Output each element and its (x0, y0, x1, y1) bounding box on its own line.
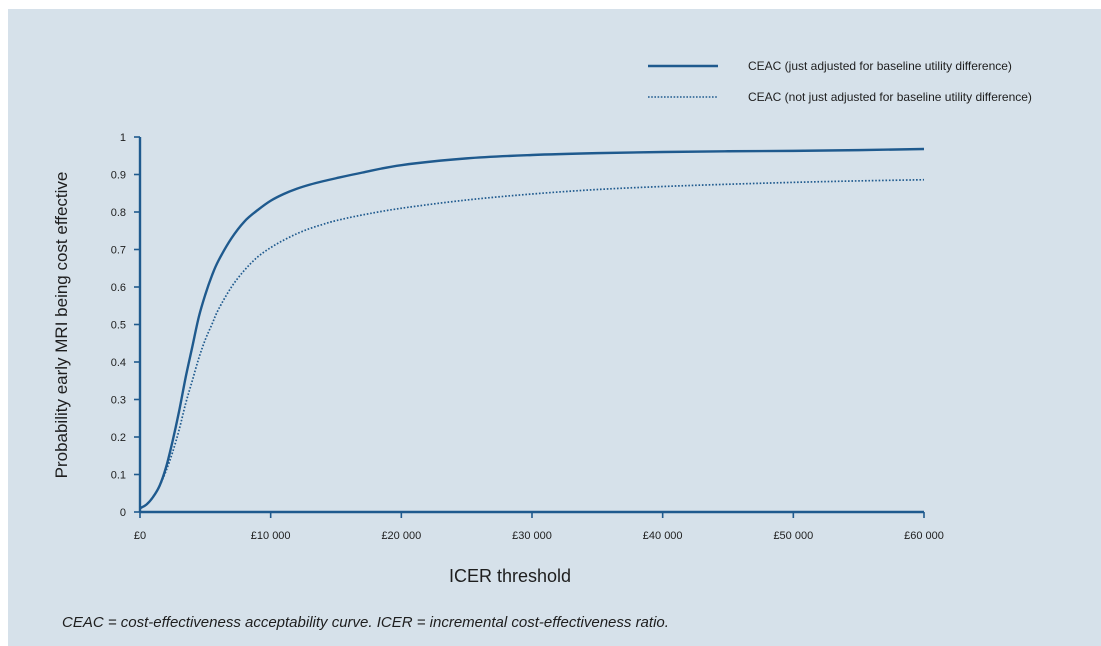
x-tick-label: £30 000 (512, 530, 552, 542)
y-tick-label: 0.7 (111, 245, 126, 257)
x-tick-label: £10 000 (251, 530, 291, 542)
axes (138, 137, 924, 514)
legend-item-series-2: CEAC (not just adjusted for baseline uti… (648, 90, 1032, 104)
legend-item-series-1: CEAC (just adjusted for baseline utility… (648, 59, 1012, 73)
x-tick-label: £20 000 (381, 530, 421, 542)
y-axis-label: Probability early MRI being cost effecti… (52, 172, 71, 479)
x-tick-label: £0 (134, 530, 146, 542)
y-ticks: 0 0.1 0.2 0.3 0.4 0.5 0.6 0.7 0.8 0.9 1 (111, 132, 140, 519)
figure-panel (8, 9, 1101, 646)
y-tick-label: 0.1 (111, 470, 126, 482)
y-tick-label: 1 (120, 132, 126, 144)
footnote: CEAC = cost-effectiveness acceptability … (62, 614, 669, 631)
y-tick-label: 0 (120, 507, 126, 519)
series-line-just-adjusted (139, 147, 925, 510)
y-tick-label: 0.6 (111, 282, 126, 294)
x-tick-label: £60 000 (904, 530, 944, 542)
x-tick-label: £40 000 (643, 530, 683, 542)
y-tick-label: 0.2 (111, 432, 126, 444)
legend-label-series-2: CEAC (not just adjusted for baseline uti… (748, 90, 1032, 104)
series-line-not-just-adjusted (139, 178, 925, 510)
legend: CEAC (just adjusted for baseline utility… (648, 59, 1032, 104)
y-tick-label: 0.3 (111, 395, 126, 407)
y-tick-label: 0.8 (111, 207, 126, 219)
x-tick-label: £50 000 (773, 530, 813, 542)
x-ticks: £0 £10 000 £20 000 £30 000 £40 000 £50 000 £60… (134, 512, 944, 542)
y-tick-label: 0.5 (111, 320, 126, 332)
y-tick-label: 0.9 (111, 170, 126, 182)
legend-label-series-1: CEAC (just adjusted for baseline utility… (748, 59, 1012, 73)
y-tick-label: 0.4 (111, 357, 126, 369)
x-axis-label: ICER threshold (449, 566, 571, 586)
series-layer (139, 147, 925, 510)
